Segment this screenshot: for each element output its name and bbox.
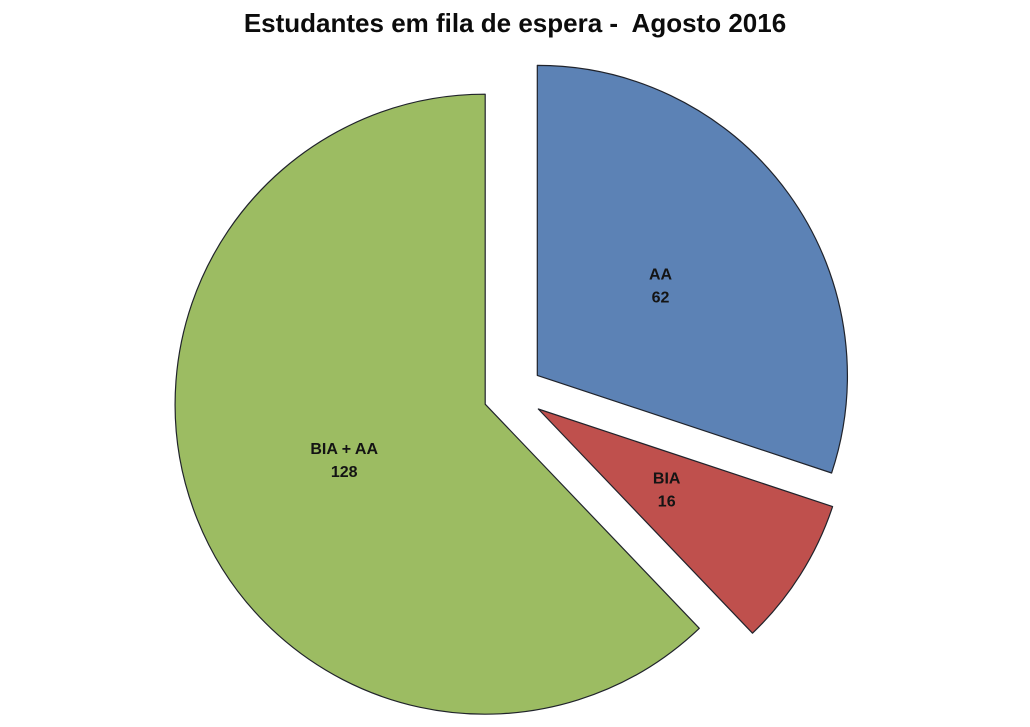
slice-label-name-bia-aa: BIA + AA [310,441,378,458]
pie-slice-aa [536,64,848,474]
slice-label-value-bia: 16 [658,494,676,511]
slice-label-value-aa: 62 [652,290,670,307]
pie-slice-bia [537,408,834,634]
chart-title: Estudantes em fila de espera - Agosto 20… [243,8,787,38]
slice-label-value-bia-aa: 128 [331,464,358,481]
pie-slice-bia-aa [174,93,700,715]
slice-label-name-bia: BIA [653,471,681,488]
slice-label-name-aa: AA [649,267,673,284]
